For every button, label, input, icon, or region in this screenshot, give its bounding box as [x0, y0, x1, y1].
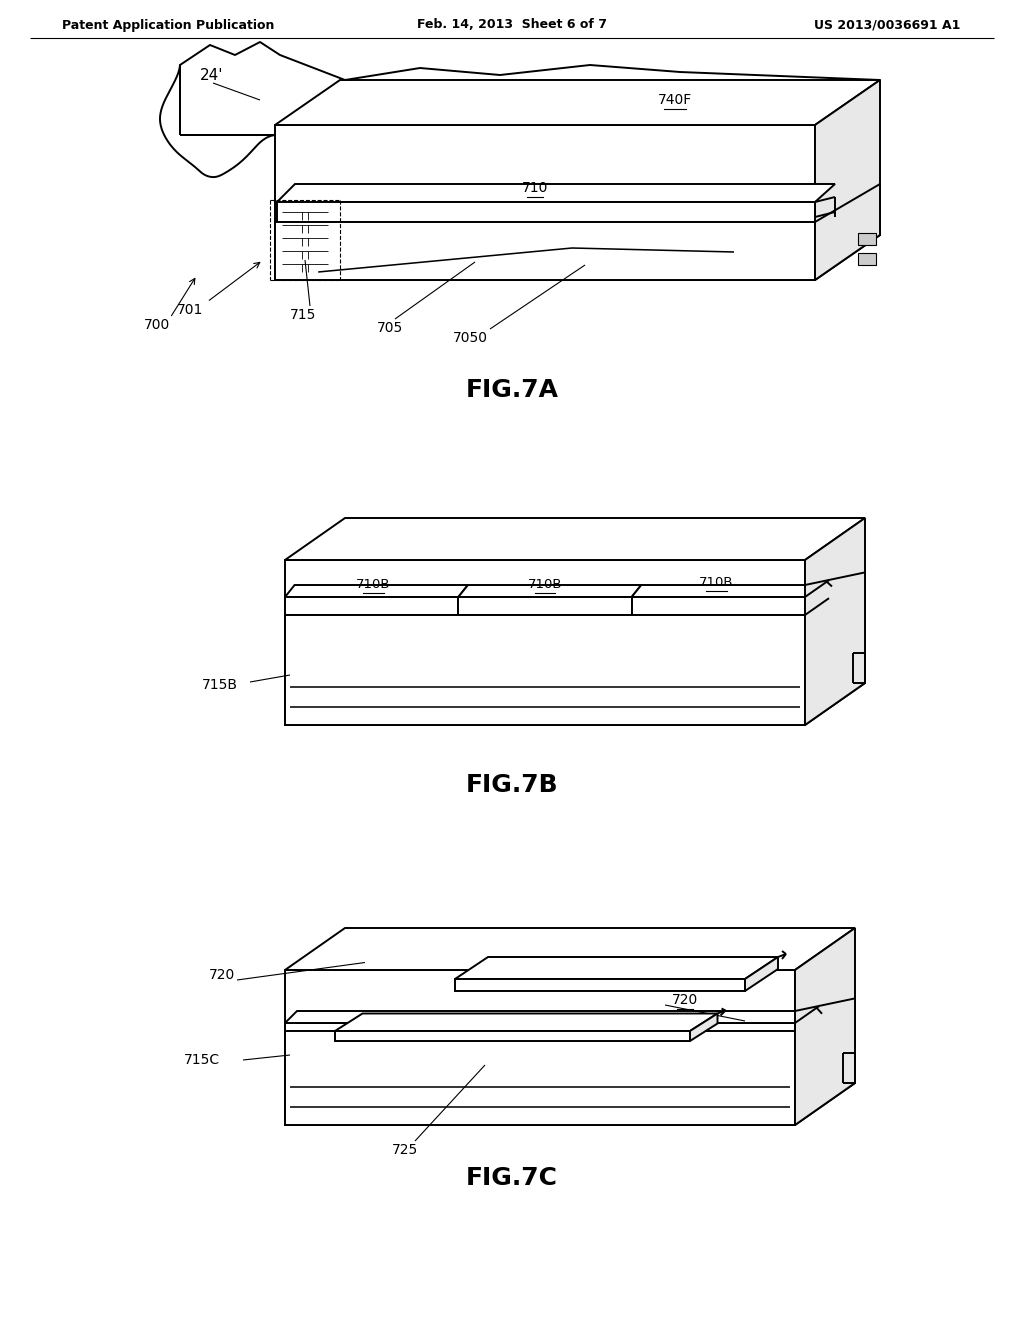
Polygon shape — [335, 1031, 690, 1041]
Polygon shape — [459, 597, 632, 615]
Polygon shape — [805, 573, 865, 725]
Text: 705: 705 — [377, 321, 403, 335]
Polygon shape — [632, 585, 815, 597]
Polygon shape — [795, 928, 855, 1125]
Text: 710B: 710B — [356, 578, 390, 591]
Text: 710: 710 — [522, 181, 548, 195]
Text: 720: 720 — [672, 993, 698, 1007]
Polygon shape — [795, 998, 855, 1125]
Polygon shape — [285, 615, 805, 725]
Polygon shape — [805, 517, 865, 725]
Text: 710B: 710B — [527, 578, 562, 591]
Polygon shape — [278, 202, 815, 222]
Text: FIG.7B: FIG.7B — [466, 774, 558, 797]
Text: 7050: 7050 — [453, 331, 487, 345]
Text: FIG.7C: FIG.7C — [466, 1166, 558, 1191]
Polygon shape — [275, 125, 815, 280]
Text: 720: 720 — [209, 968, 234, 982]
Polygon shape — [858, 234, 876, 246]
Text: US 2013/0036691 A1: US 2013/0036691 A1 — [814, 18, 961, 32]
Polygon shape — [285, 560, 805, 725]
Polygon shape — [285, 928, 855, 970]
Text: 24': 24' — [200, 67, 223, 82]
Polygon shape — [632, 597, 805, 615]
Polygon shape — [459, 585, 641, 597]
Polygon shape — [815, 183, 880, 280]
Text: FIG.7A: FIG.7A — [466, 378, 558, 403]
Polygon shape — [285, 517, 865, 560]
Text: 715C: 715C — [184, 1053, 220, 1067]
Polygon shape — [285, 597, 459, 615]
Polygon shape — [858, 253, 876, 265]
Text: 715: 715 — [290, 308, 316, 322]
Polygon shape — [275, 81, 880, 125]
Polygon shape — [815, 81, 880, 280]
Polygon shape — [285, 970, 795, 1125]
Text: 725: 725 — [392, 1143, 418, 1158]
Polygon shape — [285, 1023, 795, 1125]
Polygon shape — [285, 1011, 807, 1023]
Polygon shape — [745, 957, 778, 991]
Text: 701: 701 — [177, 304, 203, 317]
Polygon shape — [275, 222, 815, 280]
Polygon shape — [278, 183, 835, 202]
Polygon shape — [285, 585, 468, 597]
Text: Patent Application Publication: Patent Application Publication — [62, 18, 274, 32]
Text: 715B: 715B — [202, 678, 238, 692]
Polygon shape — [690, 1014, 718, 1041]
Polygon shape — [455, 957, 778, 979]
Text: 710: 710 — [563, 958, 590, 972]
Text: 740F: 740F — [657, 92, 692, 107]
Text: Feb. 14, 2013  Sheet 6 of 7: Feb. 14, 2013 Sheet 6 of 7 — [417, 18, 607, 32]
Polygon shape — [335, 1014, 718, 1031]
Polygon shape — [455, 979, 745, 991]
Text: 700: 700 — [144, 318, 170, 333]
Text: 710B: 710B — [699, 577, 734, 590]
